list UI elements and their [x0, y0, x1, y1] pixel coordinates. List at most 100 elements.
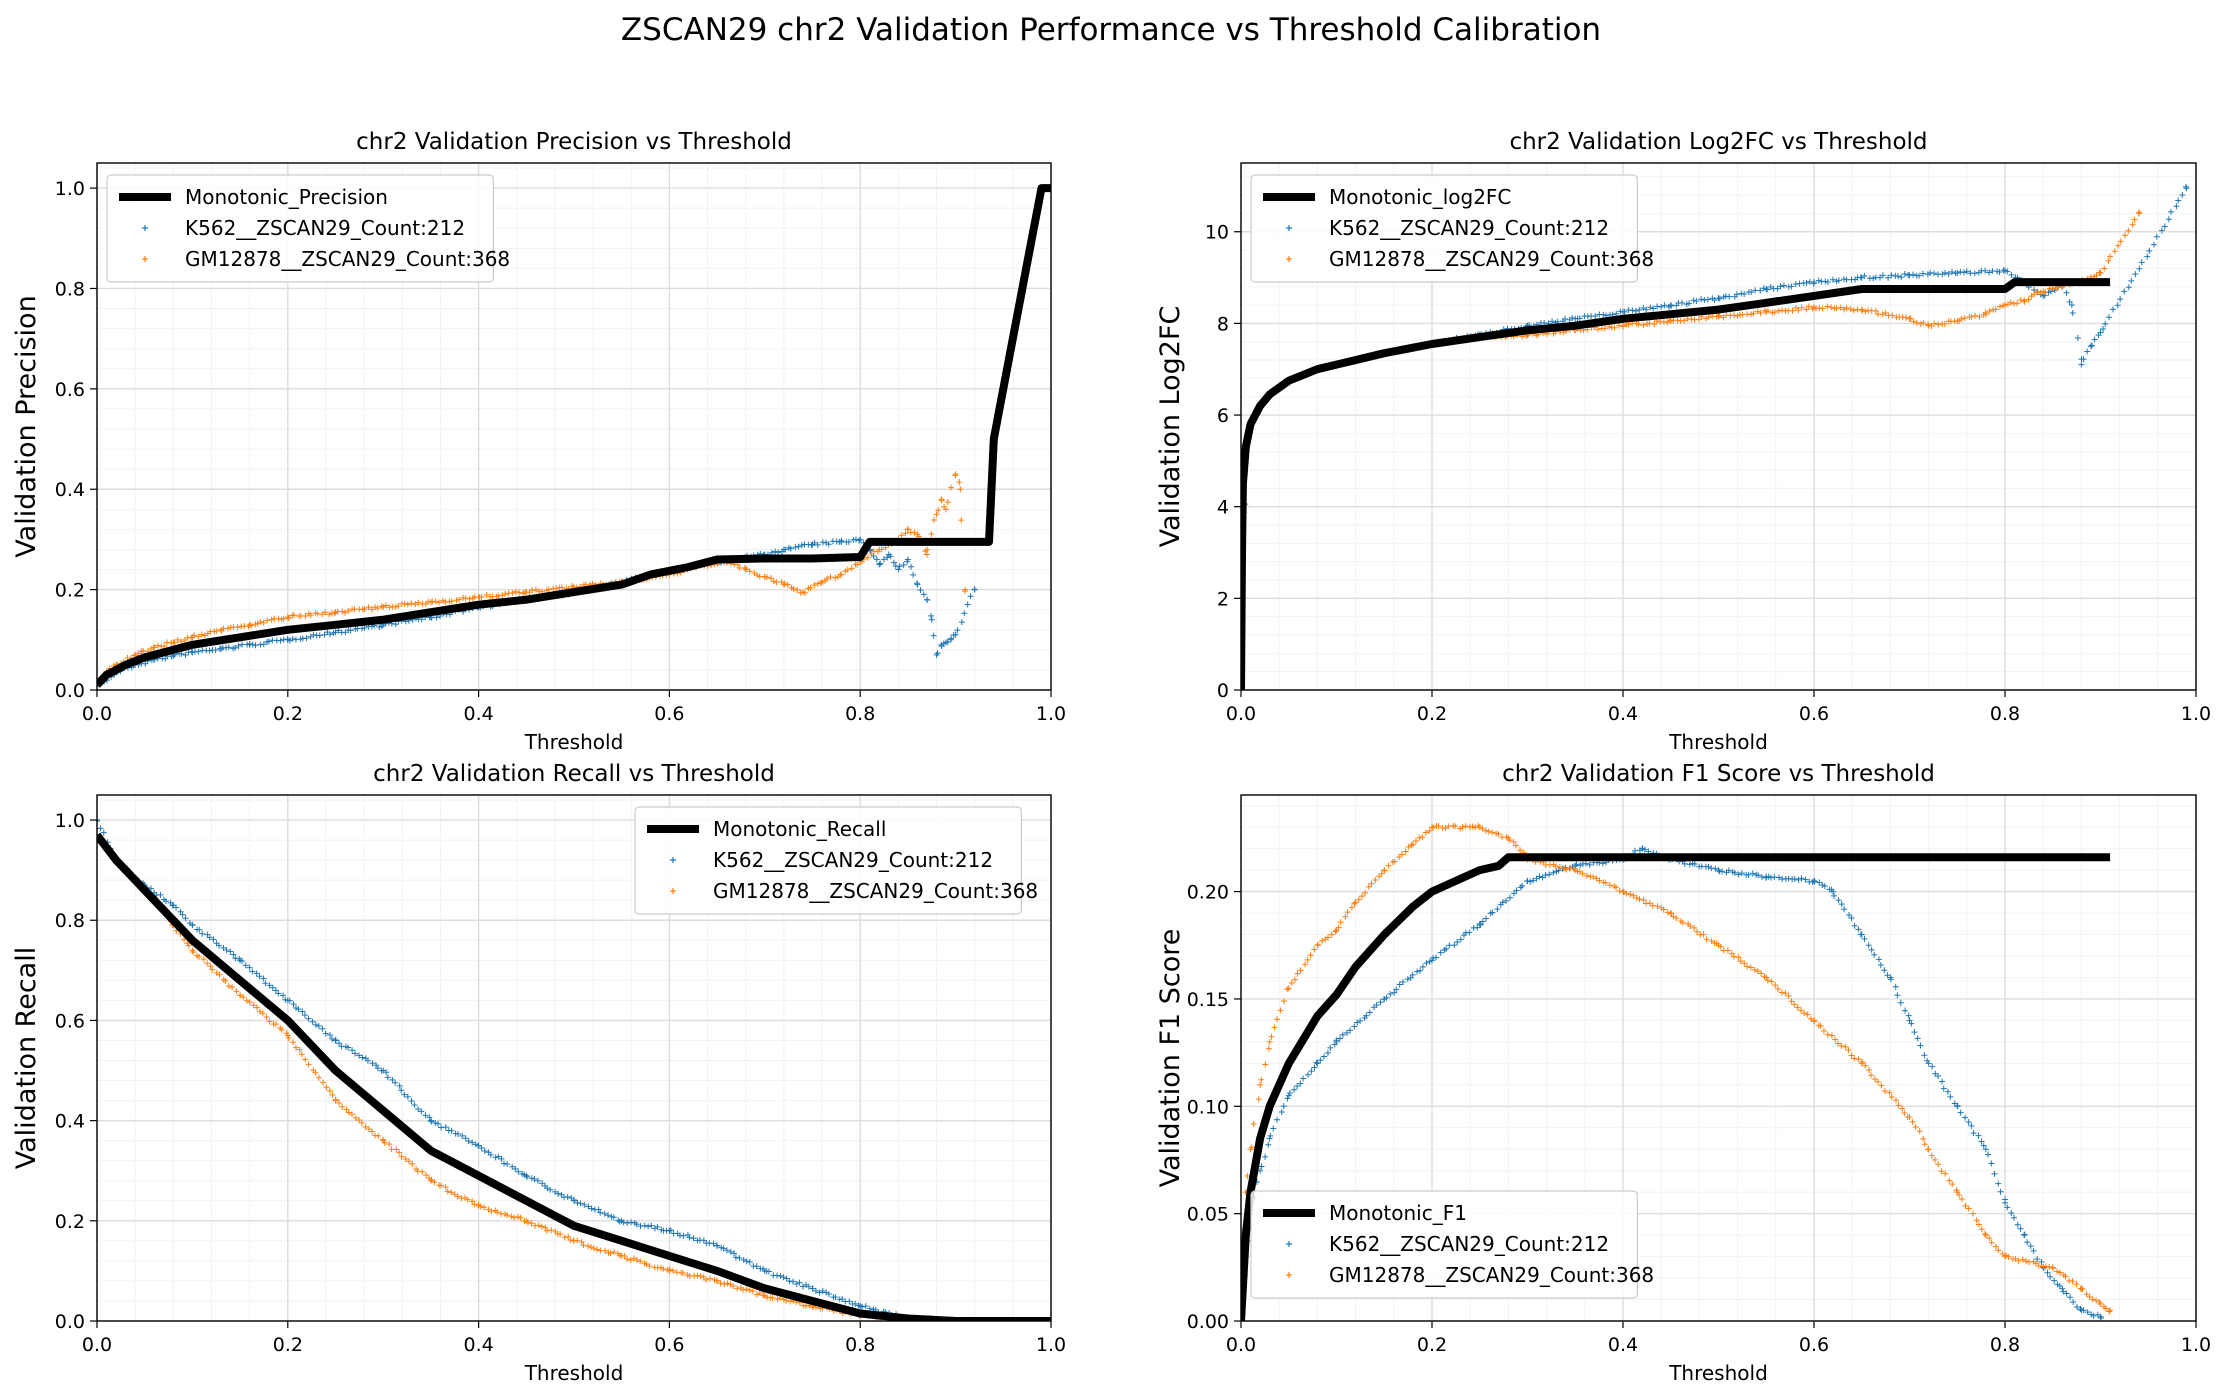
x-tick-label: 0.0	[82, 703, 112, 725]
scatter-point	[1332, 928, 1339, 935]
scatter-point	[280, 992, 287, 999]
scatter-point	[1841, 906, 1848, 913]
x-tick-label: 0.4	[463, 703, 493, 725]
scatter-point	[2021, 1231, 2028, 1238]
scatter-point	[1881, 1088, 1888, 1095]
scatter-point	[509, 1163, 516, 1170]
scatter-point	[1582, 860, 1589, 867]
scatter-point	[694, 1272, 701, 1279]
scatter-point	[225, 982, 232, 989]
scatter-point	[1921, 1052, 1928, 1059]
scatter-point	[1412, 838, 1419, 845]
scatter-point	[1817, 1023, 1824, 1030]
x-tick-label: 0.2	[1417, 1334, 1447, 1356]
scatter-point	[1716, 312, 1723, 319]
scatter-point	[1973, 1217, 1980, 1224]
scatter-point	[823, 1289, 830, 1296]
scatter-point	[404, 1093, 411, 1100]
scatter-point	[2093, 272, 2100, 279]
scatter-point	[1362, 889, 1369, 896]
scatter-point	[2132, 271, 2139, 278]
scatter-point	[528, 1220, 535, 1227]
scatter-point	[934, 650, 941, 657]
scatter-point	[1510, 838, 1517, 845]
x-axis-label: Threshold	[1668, 730, 1768, 754]
scatter-point	[1920, 270, 1927, 277]
legend-marker-swatch	[142, 256, 148, 262]
legend-label: GM12878__ZSCAN29_Count:368	[1329, 247, 1654, 271]
scatter-point	[1857, 931, 1864, 938]
scatter-point	[487, 1151, 494, 1158]
scatter-point	[2060, 1288, 2067, 1295]
scatter-point	[624, 1256, 631, 1263]
scatter-point	[323, 1084, 330, 1091]
scatter-point	[1426, 827, 1433, 834]
scatter-point	[2038, 1258, 2045, 1265]
scatter-point	[908, 563, 915, 570]
scatter-point	[686, 1234, 693, 1241]
scatter-point	[1888, 272, 1895, 279]
scatter-point	[567, 1237, 574, 1243]
scatter-point	[2129, 221, 2136, 228]
scatter-point	[286, 997, 293, 1004]
scatter-point	[1577, 862, 1584, 869]
scatter-point	[179, 911, 186, 918]
scatter-point	[1630, 892, 1637, 899]
scatter-point	[495, 1153, 502, 1160]
scatter-point	[456, 596, 463, 603]
scatter-point	[224, 625, 231, 632]
scatter-point	[1485, 828, 1492, 835]
scatter-point	[1482, 827, 1489, 834]
scatter-point	[1606, 882, 1613, 889]
scatter-point	[1302, 961, 1309, 968]
scatter-point	[1978, 1138, 1985, 1145]
scatter-point	[746, 568, 753, 575]
scatter-point	[1782, 990, 1789, 997]
scatter-point	[1777, 283, 1784, 290]
scatter-point	[1758, 970, 1765, 977]
scatter-point	[157, 891, 164, 898]
scatter-point	[1506, 837, 1513, 844]
scatter-point	[588, 1244, 595, 1251]
scatter-point	[780, 1274, 787, 1281]
legend: Monotonic_log2FC K562__ZSCAN29_Count:212 G…	[1250, 174, 1654, 283]
scatter-point	[326, 1087, 333, 1094]
scatter-point	[216, 645, 223, 652]
scatter-point	[720, 1245, 727, 1252]
scatter-point	[1938, 1168, 1945, 1175]
scatter-point	[593, 1246, 600, 1253]
scatter-point	[574, 1199, 581, 1206]
scatter-point	[1351, 1023, 1358, 1030]
y-tick-label: 0.15	[1187, 989, 1229, 1011]
scatter-point	[299, 1008, 306, 1015]
scatter-point	[1459, 824, 1466, 831]
scatter-point	[1862, 1062, 1869, 1069]
scatter-point	[1848, 1052, 1855, 1059]
scatter-point	[332, 1036, 339, 1043]
scatter-point	[1774, 986, 1781, 993]
scatter-point	[528, 1175, 535, 1182]
scatter-point	[320, 1079, 327, 1086]
scatter-point	[376, 624, 383, 631]
scatter-point	[1982, 1231, 1989, 1238]
scatter-point	[1355, 896, 1362, 903]
scatter-point	[2069, 1278, 2076, 1285]
scatter-point	[924, 546, 931, 553]
scatter-point	[326, 611, 333, 618]
scatter-point	[250, 1002, 257, 1009]
scatter-point	[494, 1209, 501, 1216]
panel-recall: 0.0 0.2 0.4 0.6 0.8 1.0 0.0 0.2 0.4 0.6 0.8 1.0 chr2…	[11, 761, 1066, 1385]
scatter-point	[1735, 954, 1742, 961]
scatter-point	[266, 1018, 273, 1025]
scatter-point	[502, 591, 509, 598]
scatter-point	[637, 1258, 644, 1265]
scatter-point	[488, 1208, 495, 1215]
scatter-point	[1982, 309, 1989, 316]
scatter-point	[1383, 994, 1390, 1001]
scatter-point	[1946, 1177, 1953, 1184]
y-tick-label: 0.2	[55, 1211, 85, 1233]
scatter-point	[697, 1273, 704, 1280]
scatter-point	[1944, 1088, 1951, 1095]
scatter-point	[2024, 1239, 2031, 1246]
scatter-point	[1859, 1058, 1866, 1065]
